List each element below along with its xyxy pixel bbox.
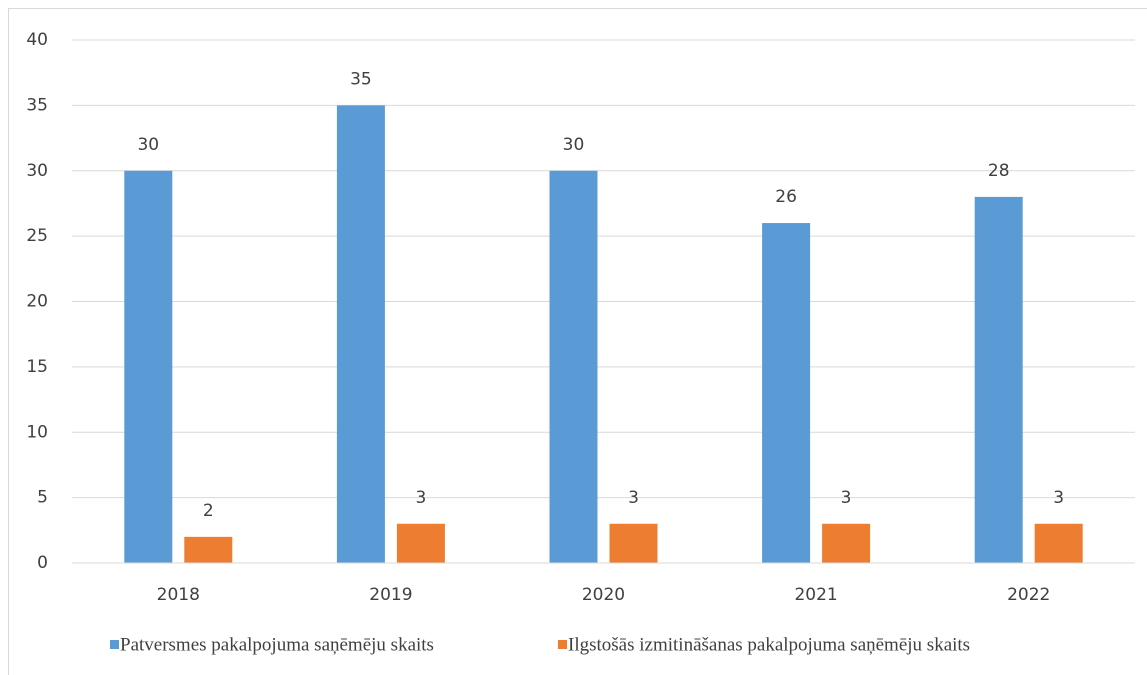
legend-swatch bbox=[110, 640, 119, 649]
chart-border bbox=[8, 8, 1147, 675]
y-tick-label: 5 bbox=[37, 488, 48, 508]
bar bbox=[184, 536, 233, 563]
bar bbox=[762, 223, 811, 564]
y-tick-label: 15 bbox=[26, 357, 48, 377]
data-label: 26 bbox=[775, 187, 797, 207]
x-tick-label: 2018 bbox=[157, 585, 200, 605]
data-label: 3 bbox=[415, 488, 426, 508]
data-label: 30 bbox=[563, 135, 585, 155]
y-tick-label: 10 bbox=[26, 422, 48, 442]
legend-swatch bbox=[558, 640, 567, 649]
bar bbox=[549, 170, 598, 563]
x-tick-label: 2021 bbox=[794, 585, 837, 605]
bar bbox=[974, 196, 1023, 563]
bar bbox=[396, 523, 445, 563]
bar bbox=[609, 523, 658, 563]
data-label: 3 bbox=[1053, 488, 1064, 508]
data-label: 30 bbox=[137, 135, 159, 155]
y-tick-label: 20 bbox=[26, 292, 48, 312]
y-tick-label: 0 bbox=[37, 553, 48, 573]
bar bbox=[822, 523, 871, 563]
data-label: 3 bbox=[628, 488, 639, 508]
data-label: 35 bbox=[350, 69, 372, 89]
y-tick-label: 40 bbox=[26, 30, 48, 50]
bar bbox=[1034, 523, 1083, 563]
data-label: 28 bbox=[988, 161, 1010, 181]
data-label: 2 bbox=[203, 501, 214, 521]
y-tick-label: 30 bbox=[26, 161, 48, 181]
x-tick-label: 2022 bbox=[1007, 585, 1050, 605]
data-label: 3 bbox=[841, 488, 852, 508]
legend-label: Ilgstošās izmitināšanas pakalpojuma saņē… bbox=[568, 634, 970, 655]
x-tick-label: 2020 bbox=[582, 585, 625, 605]
y-tick-label: 25 bbox=[26, 226, 48, 246]
bar bbox=[124, 170, 173, 563]
x-tick-label: 2019 bbox=[369, 585, 412, 605]
legend: Patversmes pakalpojuma saņēmēju skaits Il… bbox=[110, 634, 970, 655]
y-tick-label: 35 bbox=[26, 95, 48, 115]
bar bbox=[336, 105, 385, 563]
legend-label: Patversmes pakalpojuma saņēmēju skaits bbox=[120, 634, 434, 655]
